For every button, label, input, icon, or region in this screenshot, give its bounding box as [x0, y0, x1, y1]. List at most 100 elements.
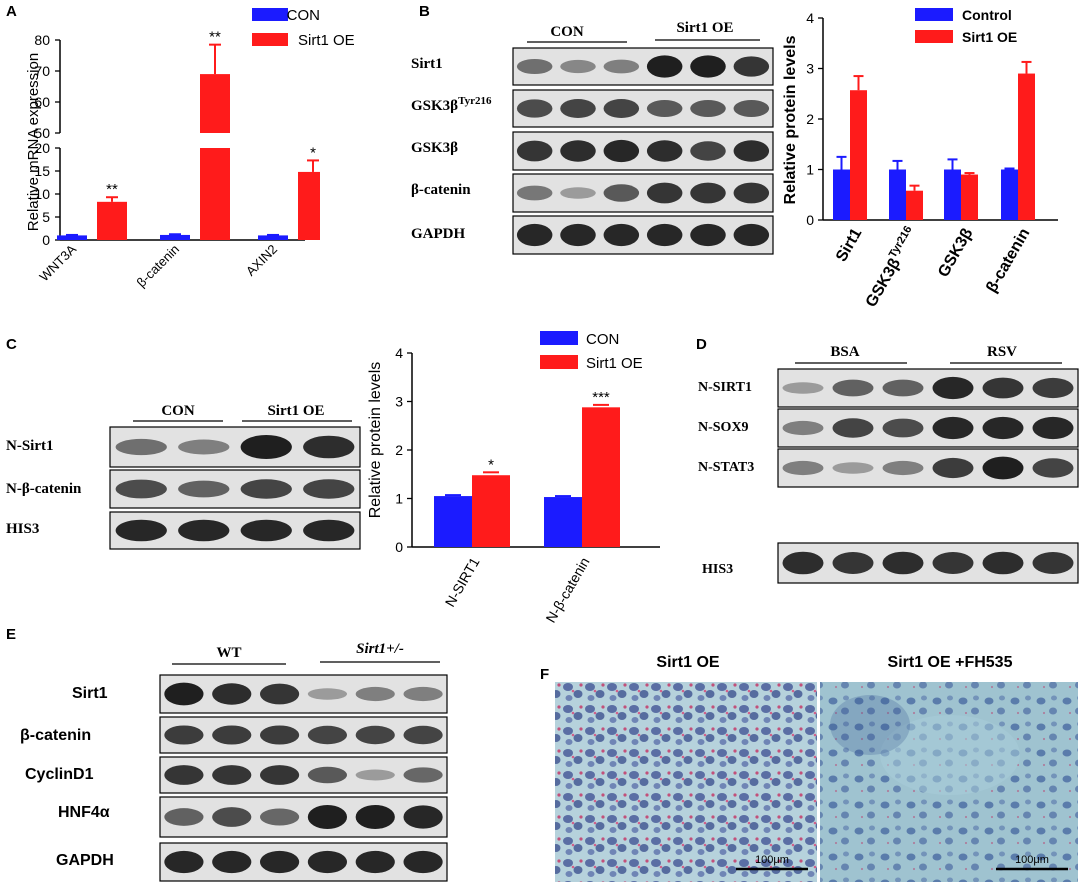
micro-f-title-2: Sirt1 OE +FH535: [888, 654, 1013, 671]
chart-b-ytick-label: 1: [806, 162, 814, 178]
blot-d-band: [932, 376, 974, 400]
chart-b-ytick-label: 2: [806, 111, 814, 127]
blot-e-band: [403, 686, 443, 702]
panel-label-e: E: [6, 626, 16, 643]
blot-e-band: [355, 769, 395, 781]
blot-d-group-bsa: BSA: [830, 344, 859, 360]
chart-c-ytick-label: 4: [395, 345, 403, 361]
blot-b-band: [646, 99, 683, 118]
blot-d-band: [782, 460, 824, 476]
chart-a-ytick-label: 80: [34, 32, 50, 48]
blot-e-band: [355, 725, 395, 745]
blot-b-row-5: GAPDH: [411, 226, 465, 242]
legend-a-con-swatch: [252, 8, 288, 21]
micro-f-title-1: Sirt1 OE: [656, 654, 719, 671]
blot-e-strip: [159, 796, 448, 838]
legend-c-con-label: CON: [586, 331, 619, 348]
blot-c-row-1: N-Sirt1: [6, 438, 54, 454]
blot-e-row-2: β-catenin: [20, 727, 91, 744]
blot-e-strip: [159, 842, 448, 882]
blot-d-band: [832, 379, 874, 397]
blot-e-row-1: Sirt1: [72, 685, 108, 702]
chart-c-significance: ***: [592, 389, 610, 406]
blot-d-band: [1032, 552, 1074, 574]
chart-a-bar: [258, 235, 288, 240]
blot-e-row-4: HNF4α: [58, 804, 110, 821]
blot-b-group-oe: Sirt1 OE: [676, 20, 733, 36]
micro-f-scale-1: 100μm: [755, 854, 789, 866]
chart-a-bar-upper: [200, 74, 230, 133]
blot-d-band: [782, 420, 824, 436]
blot-b-strip: [512, 89, 774, 128]
blot-b-band: [733, 182, 770, 204]
blot-d-strip: [777, 408, 1079, 448]
blot-c-row-2: N-β-catenin: [6, 481, 82, 497]
chart-b-bar: [906, 190, 923, 220]
blot-d-band: [882, 460, 924, 476]
blot-e-band: [259, 808, 300, 826]
blot-d-band: [782, 382, 824, 394]
micro-f-scale-2: 100μm: [1015, 854, 1049, 866]
blot-e-row-3: CyclinD1: [25, 766, 94, 783]
blot-d-band: [982, 551, 1024, 575]
chart-c-ylabel: Relative protein levels: [367, 362, 384, 519]
blot-b-band: [516, 140, 553, 162]
chart-b-ytick-label: 3: [806, 61, 814, 77]
chart-b-bar: [944, 169, 961, 220]
chart-c-bar: [582, 407, 620, 547]
blot-e-band: [355, 805, 395, 829]
blot-e-band: [307, 805, 348, 829]
blot-b-band: [516, 99, 553, 118]
blot-d-band: [1032, 377, 1074, 399]
chart-a-ytick-label: 60: [34, 94, 50, 110]
blot-e-strip: [159, 674, 448, 714]
blot-b-band: [690, 223, 726, 247]
blot-d-group-rsv: RSV: [987, 344, 1017, 360]
chart-c-significance: *: [488, 456, 494, 473]
blot-e-strip: [159, 756, 448, 794]
blot-b-band: [690, 55, 726, 78]
blot-d-row-1: N-SIRT1: [698, 380, 752, 395]
blot-c-band: [115, 519, 167, 542]
blot-e-band: [212, 725, 252, 745]
chart-a-bar: [298, 171, 320, 240]
panel-d-blot: D BSA RSV N-SIRT1 N-SOX9 N-STAT3 HIS3: [696, 336, 1079, 584]
chart-a-ytick-label: 20: [34, 140, 50, 156]
blot-b-strip: [512, 173, 774, 213]
chart-b-bar: [833, 169, 850, 220]
chart-b-xtick-label: Sirt1: [833, 225, 866, 264]
blot-e-band: [164, 765, 204, 785]
blot-c-band: [115, 438, 167, 456]
blot-d-band: [932, 416, 974, 440]
blot-d-strip: [777, 542, 1079, 584]
blot-b-band: [603, 223, 640, 247]
blot-c-band: [303, 519, 355, 542]
blot-b-row-4: β-catenin: [411, 182, 471, 198]
legend-c-oe-swatch: [540, 355, 578, 369]
blot-b-band: [646, 182, 683, 204]
blot-b-group-con: CON: [550, 24, 584, 40]
blot-e-band: [164, 682, 204, 706]
blot-c-band: [240, 519, 292, 542]
legend-b-control-label: Control: [962, 7, 1012, 23]
chart-c-bar: [544, 497, 582, 547]
blot-d-band: [782, 551, 824, 575]
chart-a-bar: [97, 201, 127, 240]
chart-a-significance: **: [106, 181, 118, 198]
chart-a-ytick-label: 5: [42, 209, 50, 225]
chart-a-bar: [200, 148, 230, 240]
chart-a-xtick-label: AXIN2: [243, 242, 280, 279]
blot-e-band: [259, 683, 300, 705]
blot-d-strip: [777, 448, 1079, 488]
blot-b-band: [603, 184, 640, 202]
blot-e-band: [212, 850, 252, 874]
blot-e-band: [212, 807, 252, 827]
chart-c-ytick-label: 2: [395, 442, 403, 458]
blot-d-band: [882, 418, 924, 438]
blot-e-band: [403, 850, 443, 874]
panel-e-blot: E WT Sirt1+/- Sirt1 β-catenin CyclinD1 H…: [6, 626, 448, 882]
blot-b-band: [646, 223, 683, 247]
blot-c-group-oe: Sirt1 OE: [267, 403, 324, 419]
blot-b-band: [560, 223, 596, 247]
